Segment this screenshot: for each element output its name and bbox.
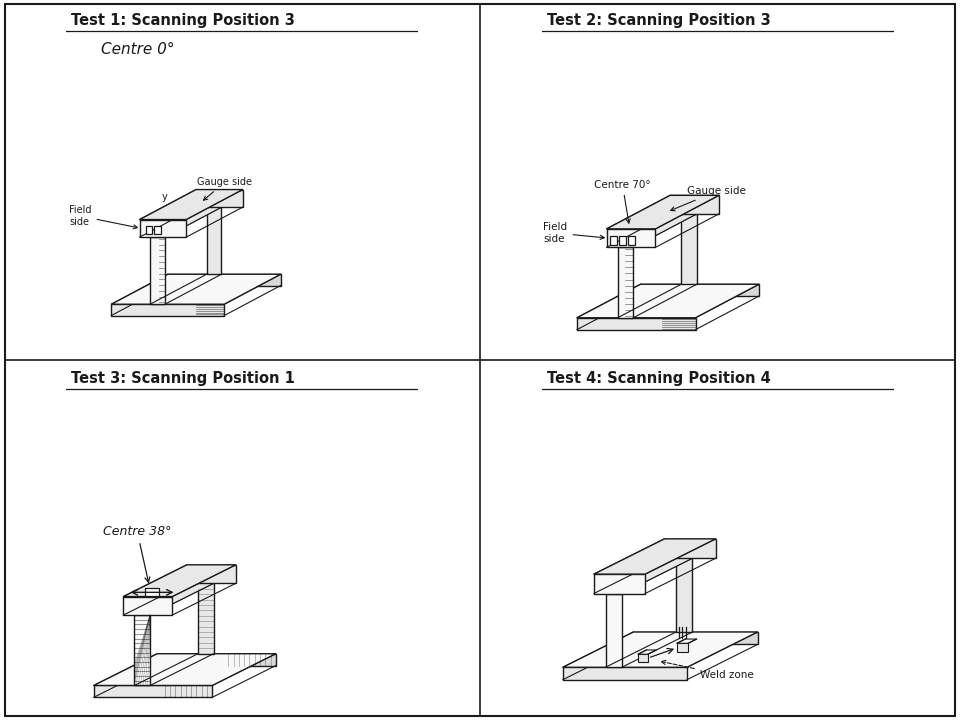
Polygon shape (611, 235, 617, 245)
Text: Test 1: Scanning Position 3: Test 1: Scanning Position 3 (71, 14, 295, 28)
Polygon shape (198, 583, 213, 654)
Text: Centre 38°: Centre 38° (103, 525, 172, 582)
Text: Gauge side: Gauge side (671, 186, 746, 211)
Polygon shape (139, 189, 243, 220)
Polygon shape (124, 597, 172, 615)
Polygon shape (677, 639, 697, 643)
Text: Test 2: Scanning Position 3: Test 2: Scanning Position 3 (547, 14, 771, 28)
Polygon shape (670, 195, 719, 214)
Text: Test 4: Scanning Position 4: Test 4: Scanning Position 4 (547, 371, 771, 385)
Polygon shape (563, 667, 687, 680)
Polygon shape (157, 654, 276, 665)
Polygon shape (606, 558, 692, 593)
Polygon shape (594, 574, 645, 593)
Text: Centre 70°: Centre 70° (594, 180, 651, 223)
Polygon shape (638, 654, 648, 662)
Polygon shape (577, 318, 695, 330)
Polygon shape (134, 583, 213, 615)
Polygon shape (168, 274, 280, 286)
Polygon shape (563, 632, 757, 667)
Polygon shape (150, 207, 222, 237)
Text: Gauge side: Gauge side (198, 177, 252, 200)
Polygon shape (617, 248, 634, 318)
Polygon shape (111, 274, 280, 305)
Text: Centre 0°: Centre 0° (101, 42, 175, 58)
Polygon shape (607, 229, 656, 248)
Text: y: y (161, 192, 167, 202)
Polygon shape (677, 643, 688, 652)
Polygon shape (676, 558, 692, 632)
Text: Weld zone: Weld zone (661, 660, 754, 680)
Polygon shape (634, 632, 757, 644)
Polygon shape (607, 195, 719, 229)
Polygon shape (664, 539, 716, 558)
Polygon shape (594, 539, 716, 574)
Polygon shape (94, 685, 212, 697)
Polygon shape (638, 650, 657, 654)
Polygon shape (145, 588, 158, 596)
Polygon shape (617, 214, 697, 248)
Polygon shape (94, 654, 276, 685)
Polygon shape (150, 237, 165, 305)
Text: Field
side: Field side (69, 205, 137, 229)
Polygon shape (187, 564, 236, 583)
Polygon shape (628, 235, 635, 245)
Polygon shape (640, 284, 759, 296)
Polygon shape (155, 226, 160, 234)
Polygon shape (139, 220, 186, 237)
Polygon shape (577, 284, 759, 318)
Polygon shape (606, 593, 622, 667)
Text: Field
side: Field side (543, 222, 605, 244)
Polygon shape (682, 214, 697, 284)
Polygon shape (619, 235, 626, 245)
Polygon shape (196, 189, 243, 207)
Polygon shape (134, 615, 150, 685)
Polygon shape (206, 207, 222, 274)
Text: Test 3: Scanning Position 1: Test 3: Scanning Position 1 (71, 371, 295, 385)
Polygon shape (146, 226, 153, 234)
Polygon shape (124, 564, 236, 597)
Polygon shape (111, 305, 225, 315)
